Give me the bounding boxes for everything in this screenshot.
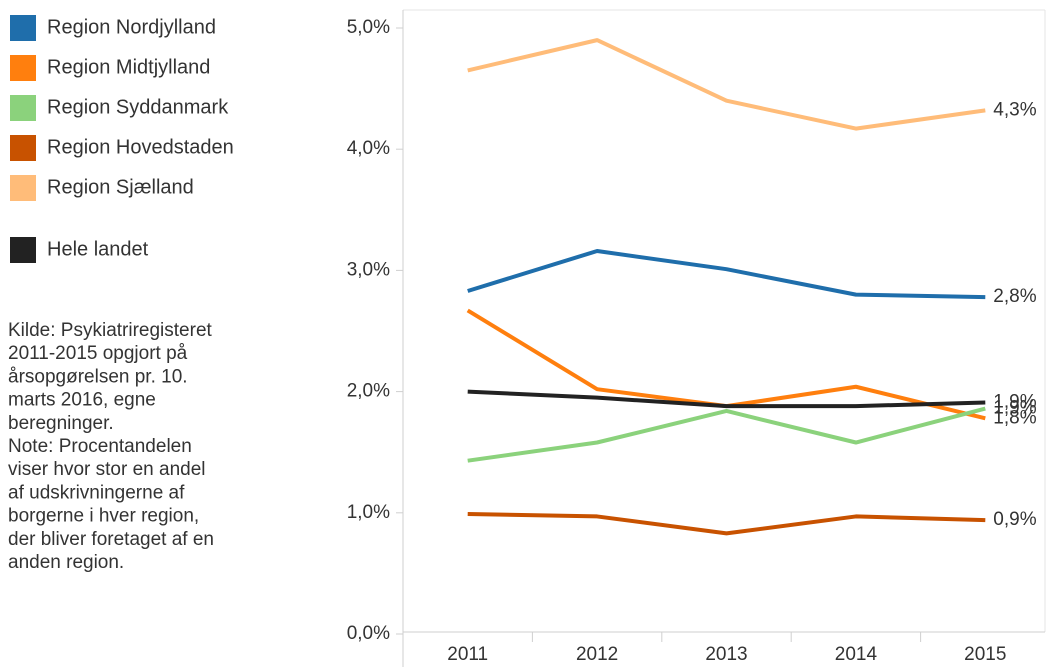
value-label: 1,8%	[993, 407, 1036, 428]
value-label: 2,8%	[993, 286, 1036, 307]
legend-label: Region Sjælland	[47, 176, 194, 198]
x-tick-label: 2011	[447, 644, 488, 665]
legend-swatch	[10, 55, 36, 81]
legend-swatch	[10, 15, 36, 41]
note-line: årsopgørelsen pr. 10.	[8, 366, 188, 387]
legend-swatch	[10, 237, 36, 263]
note-line: borgerne i hver region,	[8, 506, 199, 527]
y-tick-label: 4,0%	[347, 138, 390, 159]
note-line: anden region.	[8, 552, 124, 573]
series-line	[467, 406, 986, 463]
x-tick-label: 2014	[835, 644, 878, 665]
legend-label: Hele landet	[47, 238, 149, 260]
note-line: af udskrivningerne af	[8, 482, 185, 503]
legend-label: Region Nordjylland	[47, 16, 216, 38]
x-tick-label: 2013	[705, 644, 747, 665]
value-label: 0,9%	[993, 509, 1036, 530]
note-line: viser hvor stor en andel	[8, 459, 206, 480]
series-line	[467, 512, 986, 536]
x-tick-label: 2012	[576, 644, 618, 665]
series-line	[466, 308, 986, 421]
legend-swatch	[10, 175, 36, 201]
legend-label: Region Hovedstaden	[47, 136, 234, 158]
value-label: 1,9%	[993, 398, 1036, 419]
y-tick-label: 1,0%	[347, 502, 390, 523]
y-tick-label: 0,0%	[347, 623, 390, 644]
note-line: marts 2016, egne	[8, 390, 156, 411]
series-line	[467, 249, 986, 300]
y-tick-label: 3,0%	[347, 259, 390, 280]
legend-swatch	[10, 135, 36, 161]
legend-label: Region Syddanmark	[47, 96, 229, 118]
note-line: beregninger.	[8, 413, 114, 434]
y-tick-label: 2,0%	[347, 381, 390, 402]
value-label: 4,3%	[993, 99, 1036, 120]
series-line	[467, 38, 986, 131]
note-line: Note: Procentandelen	[8, 436, 192, 457]
series-line	[467, 389, 986, 409]
y-tick-label: 5,0%	[347, 17, 390, 38]
legend-swatch	[10, 95, 36, 121]
x-tick-label: 2015	[964, 644, 1006, 665]
legend-label: Region Midtjylland	[47, 56, 210, 78]
note-line: 2011-2015 opgjort på	[8, 343, 188, 364]
note-line: Kilde: Psykiatriregisteret	[8, 320, 213, 341]
note-line: der bliver foretaget af en	[8, 529, 214, 550]
value-label: 1,9%	[993, 392, 1036, 413]
